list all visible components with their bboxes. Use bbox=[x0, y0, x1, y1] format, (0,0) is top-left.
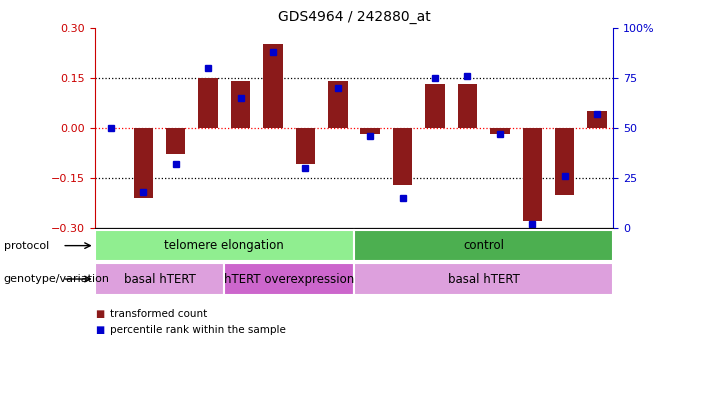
Bar bbox=[231, 81, 250, 128]
Bar bbox=[95, 230, 354, 261]
Bar bbox=[95, 263, 224, 295]
Bar bbox=[354, 230, 386, 281]
Text: transformed count: transformed count bbox=[110, 309, 207, 320]
Bar bbox=[198, 78, 218, 128]
Bar bbox=[555, 128, 575, 195]
Title: GDS4964 / 242880_at: GDS4964 / 242880_at bbox=[278, 10, 430, 24]
Bar bbox=[127, 230, 160, 281]
Bar bbox=[257, 230, 290, 281]
Text: telomere elongation: telomere elongation bbox=[165, 239, 284, 252]
Text: GSM1019108: GSM1019108 bbox=[565, 232, 573, 293]
Bar bbox=[386, 230, 418, 281]
Bar bbox=[484, 230, 516, 281]
Text: GSM1019103: GSM1019103 bbox=[273, 232, 282, 293]
Bar bbox=[354, 263, 613, 295]
Text: GSM1019101: GSM1019101 bbox=[468, 232, 477, 293]
Bar bbox=[458, 84, 477, 128]
Text: genotype/variation: genotype/variation bbox=[4, 274, 109, 284]
Text: GSM1019105: GSM1019105 bbox=[338, 232, 347, 293]
Bar bbox=[328, 81, 348, 128]
Text: GSM1019098: GSM1019098 bbox=[370, 232, 379, 293]
Text: protocol: protocol bbox=[4, 241, 49, 251]
Text: basal hTERT: basal hTERT bbox=[123, 272, 196, 286]
Text: GSM1019099: GSM1019099 bbox=[402, 232, 411, 293]
Text: percentile rank within the sample: percentile rank within the sample bbox=[110, 325, 286, 335]
Text: GSM1019109: GSM1019109 bbox=[597, 232, 606, 293]
Bar bbox=[418, 230, 451, 281]
Bar bbox=[490, 128, 510, 134]
Bar bbox=[516, 230, 549, 281]
Bar bbox=[264, 44, 283, 128]
Text: control: control bbox=[463, 239, 504, 252]
Bar bbox=[360, 128, 380, 134]
Text: hTERT overexpression: hTERT overexpression bbox=[224, 272, 354, 286]
Text: GSM1019106: GSM1019106 bbox=[500, 232, 509, 293]
Bar bbox=[166, 128, 185, 154]
Bar bbox=[426, 84, 444, 128]
Text: GSM1019112: GSM1019112 bbox=[176, 232, 184, 293]
Bar bbox=[354, 230, 613, 261]
Text: basal hTERT: basal hTERT bbox=[448, 272, 519, 286]
Bar bbox=[587, 111, 607, 128]
Bar bbox=[523, 128, 542, 221]
Text: GSM1019111: GSM1019111 bbox=[143, 232, 152, 293]
Bar bbox=[322, 230, 354, 281]
Text: GSM1019110: GSM1019110 bbox=[111, 232, 120, 293]
Text: GSM1019104: GSM1019104 bbox=[306, 232, 314, 293]
Bar bbox=[581, 230, 613, 281]
Bar bbox=[224, 263, 354, 295]
Text: ■: ■ bbox=[95, 309, 104, 320]
Text: GSM1019100: GSM1019100 bbox=[435, 232, 444, 293]
Bar bbox=[192, 230, 224, 281]
Bar bbox=[549, 230, 581, 281]
Bar bbox=[160, 230, 192, 281]
Bar bbox=[393, 128, 412, 185]
Bar bbox=[134, 128, 153, 198]
Bar bbox=[451, 230, 484, 281]
Bar bbox=[95, 230, 127, 281]
Text: GSM1019102: GSM1019102 bbox=[240, 232, 250, 293]
Bar bbox=[290, 230, 322, 281]
Bar bbox=[224, 230, 257, 281]
Text: GSM1019113: GSM1019113 bbox=[208, 232, 217, 293]
Text: ■: ■ bbox=[95, 325, 104, 335]
Bar bbox=[296, 128, 315, 164]
Text: GSM1019107: GSM1019107 bbox=[532, 232, 541, 293]
